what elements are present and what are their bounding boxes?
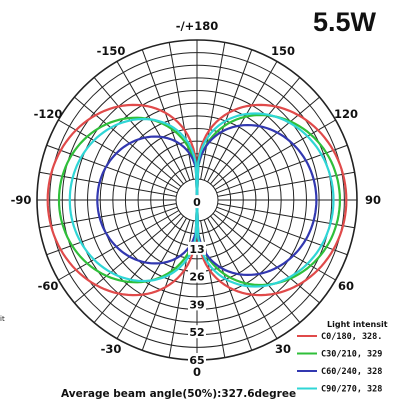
radial-tick-label: 26 — [189, 271, 205, 284]
grid-spoke — [214, 210, 336, 281]
grid-spoke — [212, 213, 320, 304]
chart-title: 5.5W — [313, 7, 377, 37]
angle-label: 0 — [193, 365, 201, 379]
grid-spoke — [58, 119, 180, 190]
grid-spoke — [141, 219, 191, 351]
grid-spoke — [58, 210, 180, 281]
angle-label: 150 — [271, 44, 295, 58]
angle-label: -150 — [97, 44, 126, 58]
grid-spoke — [168, 42, 194, 180]
grid-spoke — [46, 144, 178, 194]
angle-label: 30 — [275, 342, 291, 356]
grid-spoke — [217, 171, 355, 197]
angle-label: -90 — [11, 193, 32, 207]
grid-spoke — [93, 77, 184, 185]
radial-label-bg — [188, 269, 206, 283]
grid-spoke — [200, 42, 226, 180]
angle-label: 60 — [338, 279, 354, 293]
angle-label: -60 — [38, 279, 59, 293]
legend-item: C90/270, 328 — [321, 385, 382, 395]
radial-label-bg — [188, 297, 206, 311]
grid-spoke — [207, 217, 278, 339]
grid-spoke — [93, 215, 184, 323]
grid-spoke — [207, 61, 278, 183]
footer-beam-angle: Average beam angle(50%):327.6degree — [61, 388, 296, 400]
grid-spoke — [212, 96, 320, 187]
legend-title: Light intensit — [327, 320, 388, 329]
angle-label: 90 — [365, 193, 381, 207]
angle-label: 120 — [334, 107, 358, 121]
legend-item: C30/210, 329 — [321, 350, 382, 360]
radial-tick-label: 13 — [189, 243, 204, 256]
grid-spoke — [46, 206, 178, 256]
legend-item: C0/180, 328. — [321, 332, 382, 342]
grid-spoke — [217, 203, 355, 229]
angle-label: -30 — [101, 342, 122, 356]
radial-tick-label: 52 — [189, 326, 204, 339]
grid-spoke — [210, 77, 301, 185]
grid-spoke — [116, 61, 187, 183]
grid-spoke — [214, 119, 336, 190]
angle-label: -/+180 — [176, 19, 219, 33]
radial-label-bg — [188, 353, 206, 366]
grid-spoke — [74, 96, 182, 187]
radial-label-bg — [188, 195, 206, 209]
clipped-legend-fragment: it — [0, 315, 5, 323]
radial-tick-label: 65 — [189, 354, 204, 367]
grid-spoke — [210, 215, 301, 323]
grid-spoke — [141, 49, 191, 181]
radial-label-bg — [188, 325, 206, 339]
radial-label-bg — [188, 241, 206, 255]
legend-item: C60/240, 328 — [321, 367, 382, 377]
radial-tick-labels: 0 13 26 39 52 65 — [188, 195, 206, 367]
angle-label: -120 — [34, 107, 63, 121]
legend: Light intensit C0/180, 328. C30/210, 329 C… — [297, 320, 388, 395]
grid-spoke — [203, 49, 253, 181]
angle-labels: -/+180 150 120 90 60 30 0 -30 -60 -90 -120 -150 — [11, 19, 381, 379]
grid-spoke — [203, 219, 253, 351]
grid-spoke — [74, 213, 182, 304]
grid-spoke — [116, 217, 187, 339]
radial-tick-label: 39 — [189, 298, 204, 311]
radial-tick-label: 0 — [193, 196, 201, 209]
